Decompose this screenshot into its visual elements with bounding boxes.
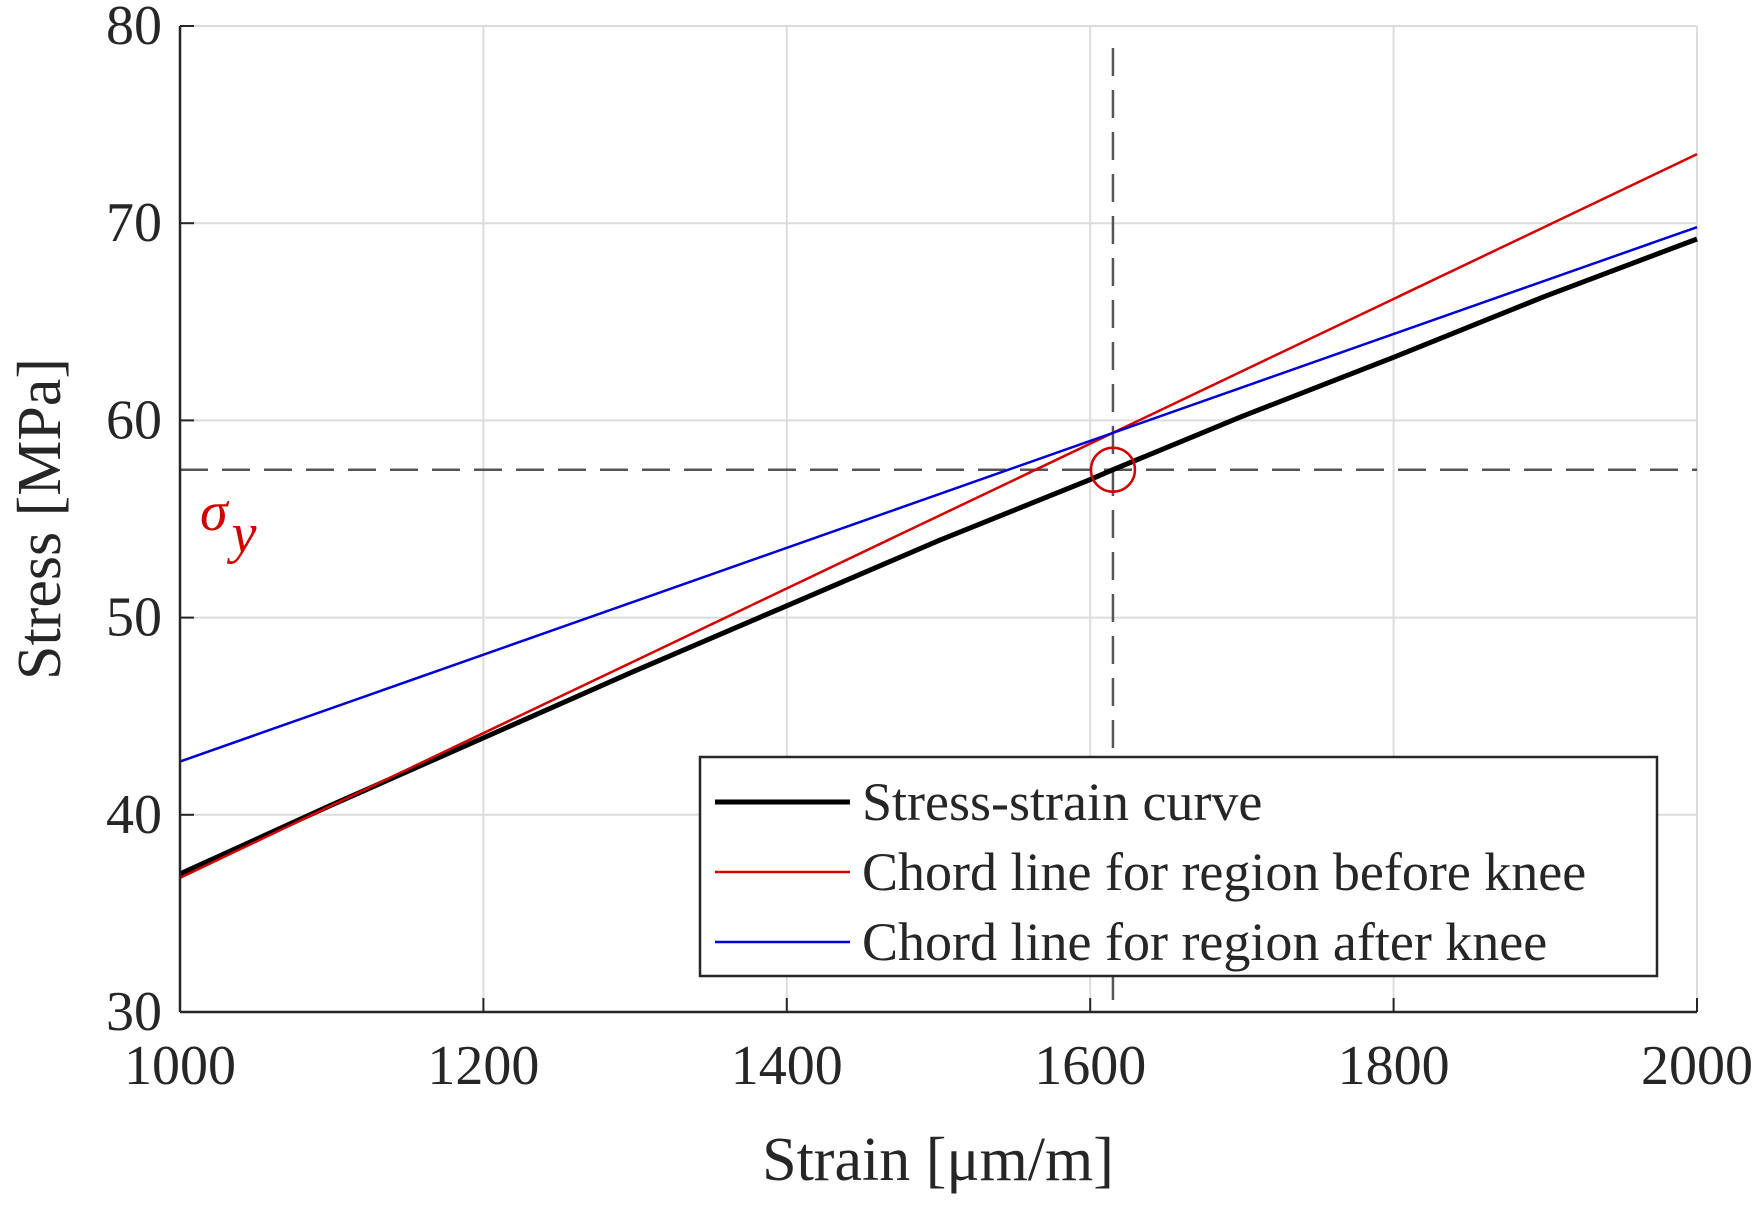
x-tick-label: 1200: [427, 1035, 539, 1097]
legend-label-2: Chord line for region before knee: [862, 842, 1586, 902]
x-tick-label: 1000: [124, 1035, 236, 1097]
y-axis-label: Stress [MPa]: [6, 358, 74, 680]
axes: [178, 25, 1698, 1014]
sigma-symbol: σ: [200, 481, 230, 543]
y-tick-label: 40: [106, 784, 162, 846]
y-tick-label: 30: [106, 981, 162, 1043]
x-tick-label: 1400: [731, 1035, 843, 1097]
x-tick-label: 1600: [1034, 1035, 1146, 1097]
legend-box: [698, 755, 1659, 978]
y-tick-label: 70: [106, 192, 162, 254]
tick-labels: 1000 1200 1400 1600 1800 2000 30 40 50 60 70 80: [106, 0, 1753, 1097]
y-tick-label: 50: [106, 587, 162, 649]
series-line-2: [179, 153, 1698, 880]
y-tick-label: 60: [106, 389, 162, 451]
yield-stress-label: σy: [200, 481, 257, 565]
legend-label-1: Stress-strain curve: [862, 772, 1262, 832]
x-axis-label: Strain [μm/m]: [762, 1126, 1114, 1194]
series-line-1: [178, 236, 1698, 877]
series-line-3: [179, 225, 1698, 763]
y-tick-label: 80: [106, 0, 162, 57]
sigma-subscript: y: [227, 503, 257, 565]
yield-point-marker: [1089, 446, 1137, 493]
legend: Stress-strain curve Chord line for region…: [698, 755, 1659, 978]
x-tick-label: 2000: [1641, 1035, 1753, 1097]
series-group: [178, 153, 1698, 880]
x-tick-label: 1800: [1338, 1035, 1450, 1097]
legend-label-3: Chord line for region after knee: [862, 912, 1547, 972]
